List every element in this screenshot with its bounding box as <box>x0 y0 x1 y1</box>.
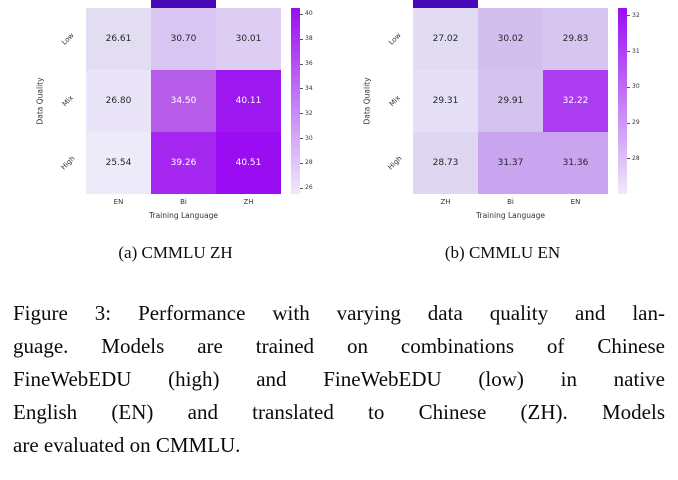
heatmap-cell: 29.91 <box>478 70 543 132</box>
y-tick-mix: Mix <box>60 93 76 109</box>
figure-caption-line: FineWebEDU (high) and FineWebEDU (low) i… <box>13 367 665 391</box>
y-tick-mix: Mix <box>387 93 403 109</box>
colorbar-tick-mark <box>627 158 630 160</box>
colorbar-tick-label: 32 <box>632 11 640 19</box>
colorbar-tick-label: 32 <box>305 109 313 117</box>
heatmap-cell: 31.36 <box>543 132 608 194</box>
colorbar-tick-label: 31 <box>632 47 640 55</box>
y-tick-high: High <box>59 154 77 172</box>
colorbar-tick-mark <box>627 122 630 124</box>
colorbar-tick-label: 28 <box>305 159 313 167</box>
cropped-cell-fragment <box>413 0 478 8</box>
heatmap-cell: 31.37 <box>478 132 543 194</box>
y-tick-high: High <box>386 154 404 172</box>
y-tick-low: Low <box>387 31 403 47</box>
colorbar-tick-mark <box>300 88 303 90</box>
y-axis-label: Data Quality <box>362 77 372 125</box>
x-tick-3: EN <box>570 198 581 206</box>
cropped-cell-fragment <box>151 0 216 8</box>
heatmap-cell: 29.31 <box>413 70 478 132</box>
colorbar: 40 38 36 34 32 30 28 26 <box>291 8 313 194</box>
colorbar-tick-mark <box>300 13 303 15</box>
colorbar-tick-label: 29 <box>632 119 640 127</box>
colorbar-tick-mark <box>300 138 303 140</box>
subplot-caption-a: (a) CMMLU ZH <box>118 243 233 262</box>
x-tick-2: Bi <box>507 198 514 206</box>
heatmap-cell: 34.50 <box>151 70 216 132</box>
colorbar: 32 31 30 29 28 <box>618 8 640 194</box>
heatmap-cell: 30.01 <box>216 8 281 70</box>
figure-caption-line: guage. Models are trained on combination… <box>13 334 665 358</box>
heatmap-cell: 27.02 <box>413 8 478 70</box>
subplot-captions-row: (a) CMMLU ZH (b) CMMLU EN <box>0 243 678 263</box>
x-tick-2: Bi <box>180 198 187 206</box>
figure-caption-line: Figure 3: Performance with varying data … <box>13 301 665 325</box>
x-axis-label: Training Language <box>476 211 545 220</box>
x-axis-label: Training Language <box>149 211 218 220</box>
heatmap-cell: 30.02 <box>478 8 543 70</box>
heatmap-cell: 39.26 <box>151 132 216 194</box>
heatmap-cell: 25.54 <box>86 132 151 194</box>
colorbar-tick-label: 30 <box>305 134 313 142</box>
x-tick-1: EN <box>113 198 124 206</box>
colorbar-tick-mark <box>627 15 630 17</box>
colorbar-tick-label: 26 <box>305 184 313 192</box>
heatmap-cell: 40.51 <box>216 132 281 194</box>
y-axis-label: Data Quality <box>35 77 45 125</box>
heatmap-cell: 40.11 <box>216 70 281 132</box>
heatmap-subplot-b: Data Quality Low Mix High 27.02 30.02 29.8… <box>351 0 654 226</box>
colorbar-tick-label: 36 <box>305 60 313 68</box>
figure-caption-line: English (EN) and translated to Chinese (… <box>13 400 665 424</box>
heatmap-grid: 26.61 30.70 30.01 26.80 34.50 40.11 25.54 39.26… <box>86 8 281 194</box>
heatmap-cell: 28.73 <box>413 132 478 194</box>
subplot-caption-b: (b) CMMLU EN <box>444 243 561 262</box>
colorbar-tick-label: 34 <box>305 84 313 92</box>
colorbar-tick-mark <box>300 162 303 164</box>
heatmap-cell: 26.80 <box>86 70 151 132</box>
heatmap-cell: 30.70 <box>151 8 216 70</box>
colorbar-tick-mark <box>300 113 303 115</box>
figure-caption: Figure 3: Performance with varying data … <box>13 297 665 462</box>
y-tick-low: Low <box>60 31 76 47</box>
colorbar-tick-label: 30 <box>632 83 640 91</box>
heatmap-subplot-a: Data Quality Low Mix High 26.61 30.70 30.0… <box>24 0 327 226</box>
heatmap-cell: 26.61 <box>86 8 151 70</box>
colorbar-tick-label: 28 <box>632 154 640 162</box>
heatmap-cell: 29.83 <box>543 8 608 70</box>
colorbar-tick-label: 40 <box>305 10 313 18</box>
heatmap-cell: 32.22 <box>543 70 608 132</box>
colorbar-tick-mark <box>627 86 630 88</box>
charts-row: Data Quality Low Mix High 26.61 30.70 30.0… <box>0 0 678 226</box>
x-tick-1: ZH <box>440 198 451 206</box>
colorbar-tick-mark <box>300 187 303 189</box>
heatmap-grid: 27.02 30.02 29.83 29.31 29.91 32.22 28.73 31.37… <box>413 8 608 194</box>
colorbar-tick-mark <box>300 38 303 40</box>
colorbar-tick-mark <box>300 63 303 65</box>
colorbar-tick-label: 38 <box>305 35 313 43</box>
x-tick-3: ZH <box>243 198 254 206</box>
figure-caption-line: are evaluated on CMMLU. <box>13 433 241 457</box>
colorbar-tick-mark <box>627 51 630 53</box>
